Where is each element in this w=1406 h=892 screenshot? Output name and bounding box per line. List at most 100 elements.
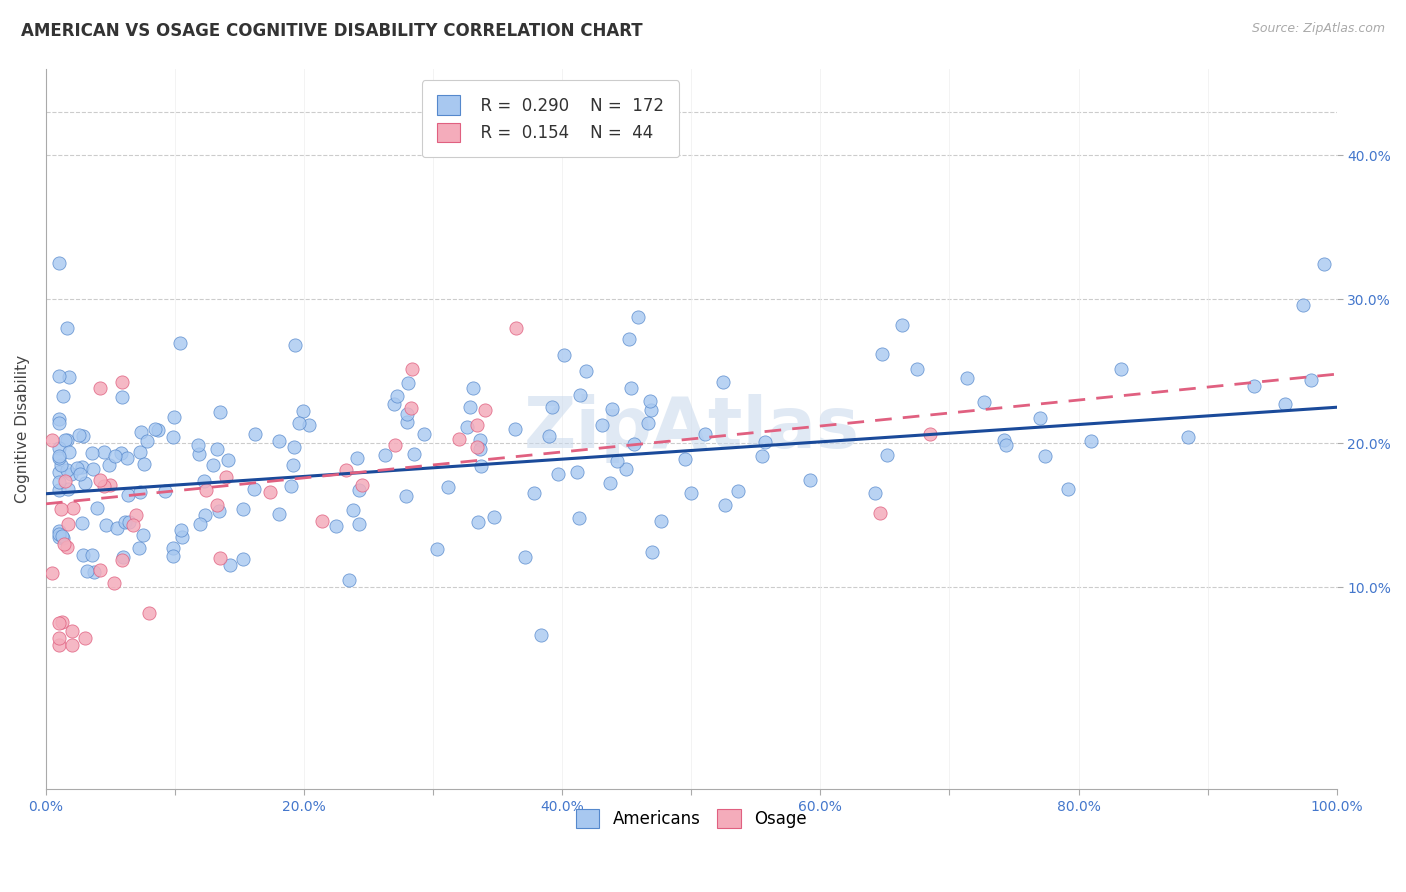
- Point: [80, 548, 103, 562]
- Point: [399, 401, 422, 415]
- Point: [384, 438, 406, 452]
- Point: [105, 521, 128, 535]
- Point: [638, 394, 661, 409]
- Point: [291, 404, 314, 418]
- Point: [267, 507, 290, 521]
- Point: [352, 478, 374, 492]
- Point: [48, 483, 70, 497]
- Point: [72, 429, 94, 443]
- Point: [396, 376, 419, 390]
- Point: [153, 484, 176, 499]
- Point: [714, 499, 737, 513]
- Point: [98, 477, 121, 491]
- Point: [48, 411, 70, 425]
- Point: [395, 415, 418, 429]
- Point: [162, 430, 184, 444]
- Point: [267, 434, 290, 448]
- Point: [129, 425, 152, 440]
- Point: [103, 449, 125, 463]
- Point: [382, 397, 405, 411]
- Point: [468, 442, 491, 456]
- Point: [973, 394, 995, 409]
- Point: [194, 483, 217, 497]
- Point: [396, 407, 419, 421]
- Point: [232, 551, 254, 566]
- Point: [538, 429, 561, 443]
- Point: [404, 447, 426, 461]
- Point: [606, 454, 628, 468]
- Point: [93, 479, 115, 493]
- Point: [298, 417, 321, 432]
- Point: [727, 484, 749, 499]
- Point: [541, 401, 564, 415]
- Point: [187, 447, 209, 461]
- Point: [425, 541, 447, 556]
- Point: [673, 451, 696, 466]
- Point: [48, 449, 70, 463]
- Point: [51, 458, 73, 473]
- Point: [283, 441, 305, 455]
- Point: [53, 537, 76, 551]
- Point: [169, 335, 191, 350]
- Point: [1029, 410, 1052, 425]
- Point: [49, 501, 72, 516]
- Point: [209, 550, 232, 565]
- Point: [111, 549, 134, 564]
- Point: [208, 504, 231, 518]
- Point: [347, 517, 370, 532]
- Point: [281, 458, 304, 472]
- Point: [48, 527, 70, 541]
- Point: [650, 514, 672, 528]
- Point: [48, 530, 70, 544]
- Point: [465, 441, 488, 455]
- Point: [890, 318, 912, 333]
- Point: [693, 427, 716, 442]
- Point: [125, 508, 148, 522]
- Point: [73, 631, 96, 645]
- Point: [600, 402, 623, 417]
- Point: [259, 485, 281, 500]
- Point: [162, 541, 184, 555]
- Point: [53, 433, 76, 447]
- Point: [51, 615, 73, 629]
- Point: [48, 616, 70, 631]
- Point: [48, 256, 70, 270]
- Point: [280, 478, 302, 492]
- Y-axis label: Cognitive Disability: Cognitive Disability: [15, 355, 30, 503]
- Point: [1177, 430, 1199, 444]
- Point: [48, 638, 70, 652]
- Point: [187, 438, 209, 452]
- Point: [568, 510, 591, 524]
- Point: [869, 506, 891, 520]
- Point: [128, 541, 150, 555]
- Point: [553, 348, 575, 362]
- Point: [523, 486, 546, 500]
- Point: [1292, 298, 1315, 312]
- Point: [115, 450, 138, 465]
- Point: [467, 515, 489, 529]
- Point: [617, 332, 640, 346]
- Point: [412, 426, 434, 441]
- Point: [395, 489, 418, 503]
- Point: [337, 573, 360, 587]
- Point: [284, 337, 307, 351]
- Point: [288, 416, 311, 430]
- Point: [58, 370, 80, 384]
- Point: [89, 380, 111, 394]
- Point: [56, 433, 79, 447]
- Point: [48, 441, 70, 455]
- Point: [129, 485, 152, 500]
- Point: [93, 445, 115, 459]
- Point: [482, 510, 505, 524]
- Point: [956, 371, 979, 385]
- Point: [111, 375, 134, 389]
- Point: [103, 576, 125, 591]
- Point: [80, 446, 103, 460]
- Point: [513, 549, 536, 564]
- Point: [205, 499, 228, 513]
- Point: [76, 564, 98, 578]
- Point: [242, 482, 264, 496]
- Point: [129, 445, 152, 459]
- Point: [66, 461, 89, 475]
- Point: [872, 347, 894, 361]
